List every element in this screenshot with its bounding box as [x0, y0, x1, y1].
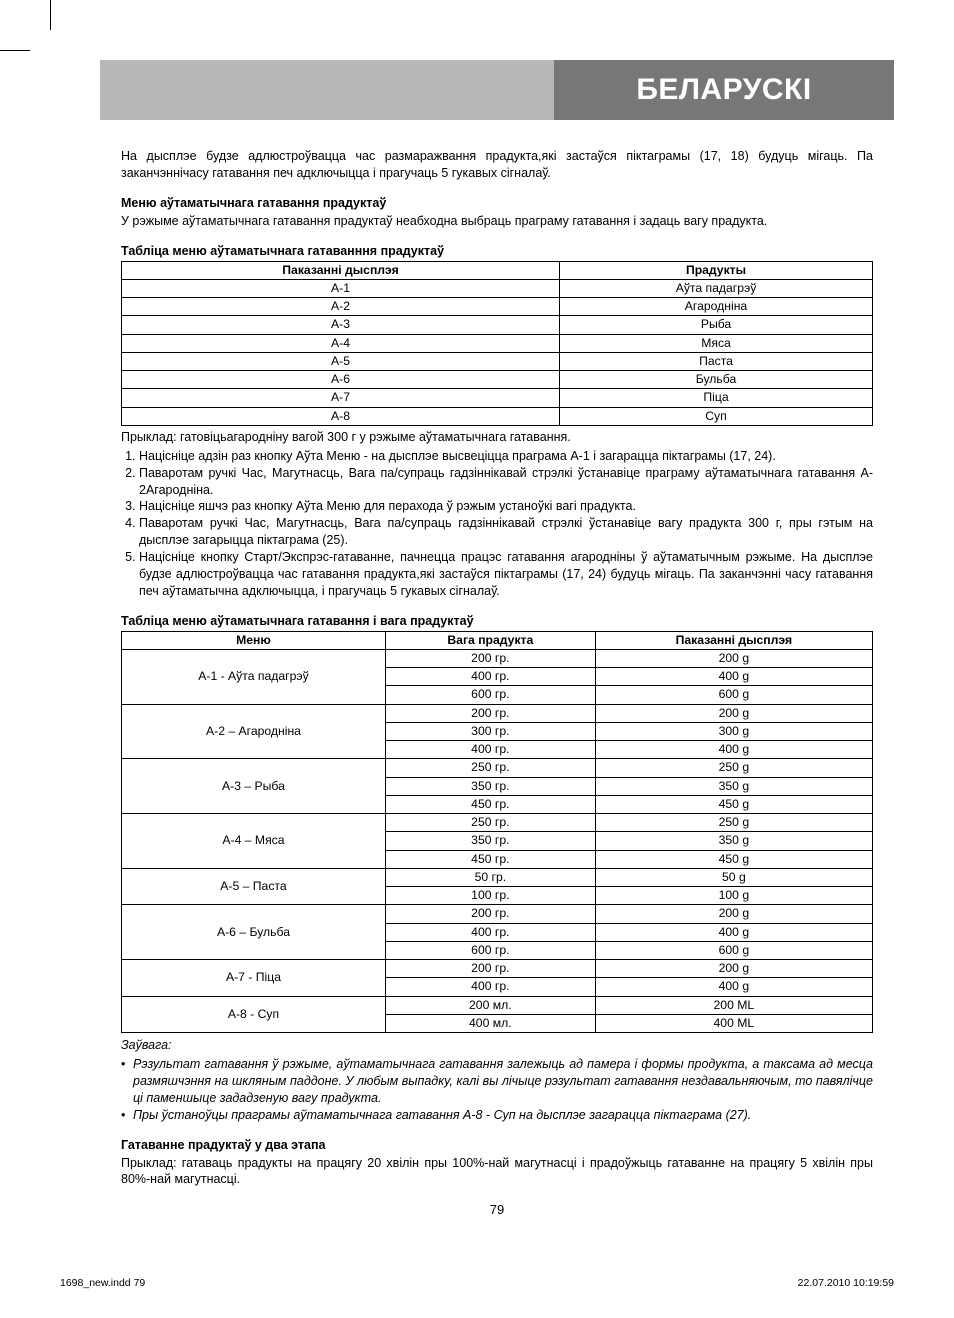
step-item: Націсніце кнопку Старт/Экспрэс-гатаванне… [139, 549, 873, 600]
header-title: БЕЛАРУСКI [636, 73, 811, 107]
table-cell: 600 g [595, 941, 872, 959]
table-cell: Піца [560, 389, 873, 407]
table-cell: Суп [560, 407, 873, 425]
table-cell: 600 гр. [385, 941, 595, 959]
table-cell: 50 g [595, 868, 872, 886]
print-footer: 1698_new.indd 79 22.07.2010 10:19:59 [0, 1217, 954, 1309]
example-steps: Націсніце адзін раз кнопку Аўта Меню - н… [121, 448, 873, 600]
menu-cell: A-1 - Аўта падагрэў [122, 649, 386, 704]
note-title: Заўвага: [121, 1037, 873, 1054]
table-cell: 200 g [595, 704, 872, 722]
table-cell: 300 гр. [385, 722, 595, 740]
table-header: Паказанні дысплэя [122, 261, 560, 279]
table-cell: 400 гр. [385, 741, 595, 759]
two-stage-title: Гатаванне прадуктаў у два этапа [121, 1138, 873, 1152]
table-cell: 400 гр. [385, 668, 595, 686]
menu-table: Паказанні дысплэяПрадукты A-1Аўта падагр… [121, 261, 873, 426]
table-cell: 350 гр. [385, 777, 595, 795]
menu-cell: A-5 – Паста [122, 868, 386, 905]
table-cell: 450 g [595, 795, 872, 813]
table2-title: Табліца меню аўтаматычнага гатавання і в… [121, 614, 873, 628]
step-item: Паваротам ручкі Час, Магутнасць, Вага па… [139, 515, 873, 549]
language-header: БЕЛАРУСКI [100, 60, 894, 120]
page-number: 79 [121, 1202, 873, 1217]
table-cell: 200 g [595, 960, 872, 978]
table-cell: 400 мл. [385, 1014, 595, 1032]
table-cell: A-8 [122, 407, 560, 425]
table-cell: 200 гр. [385, 905, 595, 923]
table-cell: Мяса [560, 334, 873, 352]
table-cell: 200 ML [595, 996, 872, 1014]
table-cell: 400 g [595, 978, 872, 996]
table-cell: 100 гр. [385, 887, 595, 905]
table-cell: A-7 [122, 389, 560, 407]
menu-cell: A-2 – Агародніна [122, 704, 386, 759]
table-cell: 350 g [595, 777, 872, 795]
note-item: Рэзультат гатавання ў рэжыме, аўтаматычн… [121, 1056, 873, 1107]
table-cell: 250 g [595, 759, 872, 777]
table-cell: 200 гр. [385, 649, 595, 667]
step-item: Паваротам ручкі Час, Магутнасць, Вага па… [139, 465, 873, 499]
table-cell: 400 гр. [385, 978, 595, 996]
table-cell: 350 g [595, 832, 872, 850]
table-cell: 100 g [595, 887, 872, 905]
table-cell: Аўта падагрэў [560, 279, 873, 297]
table-cell: A-2 [122, 298, 560, 316]
table-cell: 400 g [595, 741, 872, 759]
table-cell: A-4 [122, 334, 560, 352]
table-cell: 200 g [595, 649, 872, 667]
table-cell: 200 гр. [385, 960, 595, 978]
table-cell: A-5 [122, 352, 560, 370]
step-item: Націсніце адзін раз кнопку Аўта Меню - н… [139, 448, 873, 465]
intro-paragraph: На дысплэе будзе адлюстроўвацца час разм… [121, 148, 873, 182]
menu-cell: A-4 – Мяса [122, 814, 386, 869]
table-cell: 400 g [595, 668, 872, 686]
crop-marks [0, 0, 954, 60]
menu-cell: A-3 – Рыба [122, 759, 386, 814]
table-cell: 50 гр. [385, 868, 595, 886]
footer-left: 1698_new.indd 79 [60, 1277, 145, 1289]
table-cell: 450 гр. [385, 850, 595, 868]
table-cell: Бульба [560, 371, 873, 389]
table-cell: 200 мл. [385, 996, 595, 1014]
table-cell: 250 гр. [385, 814, 595, 832]
table1-title: Табліца меню аўтаматычнага гатаванння пр… [121, 244, 873, 258]
menu-section-desc: У рэжыме аўтаматычнага гатавання прадукт… [121, 213, 873, 230]
table-cell: Паста [560, 352, 873, 370]
table-header: Паказанні дысплэя [595, 631, 872, 649]
table-cell: 300 g [595, 722, 872, 740]
table-cell: 250 g [595, 814, 872, 832]
table-cell: 250 гр. [385, 759, 595, 777]
menu-cell: A-7 - Піца [122, 960, 386, 997]
table-cell: Рыба [560, 316, 873, 334]
table-cell: Агародніна [560, 298, 873, 316]
note-item: Пры ўстаноўцы праграмы аўтаматычнага гат… [121, 1107, 873, 1124]
table-header: Вага прадукта [385, 631, 595, 649]
weight-table: МенюВага прадуктаПаказанні дысплэя A-1 -… [121, 631, 873, 1034]
table-cell: 350 гр. [385, 832, 595, 850]
table-header: Прадукты [560, 261, 873, 279]
table-cell: 450 g [595, 850, 872, 868]
table-cell: A-1 [122, 279, 560, 297]
table-cell: 400 ML [595, 1014, 872, 1032]
table-cell: 400 гр. [385, 923, 595, 941]
table-cell: 600 g [595, 686, 872, 704]
notes-list: Рэзультат гатавання ў рэжыме, аўтаматычн… [121, 1056, 873, 1124]
table-cell: 600 гр. [385, 686, 595, 704]
footer-right: 22.07.2010 10:19:59 [798, 1277, 894, 1289]
menu-cell: A-8 - Суп [122, 996, 386, 1033]
table-cell: A-6 [122, 371, 560, 389]
table-header: Меню [122, 631, 386, 649]
step-item: Націсніце яшчэ раз кнопку Аўта Меню для … [139, 498, 873, 515]
two-stage-desc: Прыклад: гатаваць прадукты на працягу 20… [121, 1155, 873, 1189]
menu-section-title: Меню аўтаматычнага гатавання прадуктаў [121, 196, 873, 210]
table-cell: 200 гр. [385, 704, 595, 722]
table-cell: 450 гр. [385, 795, 595, 813]
table-cell: 400 g [595, 923, 872, 941]
table-cell: A-3 [122, 316, 560, 334]
menu-cell: A-6 – Бульба [122, 905, 386, 960]
example-intro: Прыклад: гатовіцьагародніну вагой 300 г … [121, 429, 873, 446]
table-cell: 200 g [595, 905, 872, 923]
